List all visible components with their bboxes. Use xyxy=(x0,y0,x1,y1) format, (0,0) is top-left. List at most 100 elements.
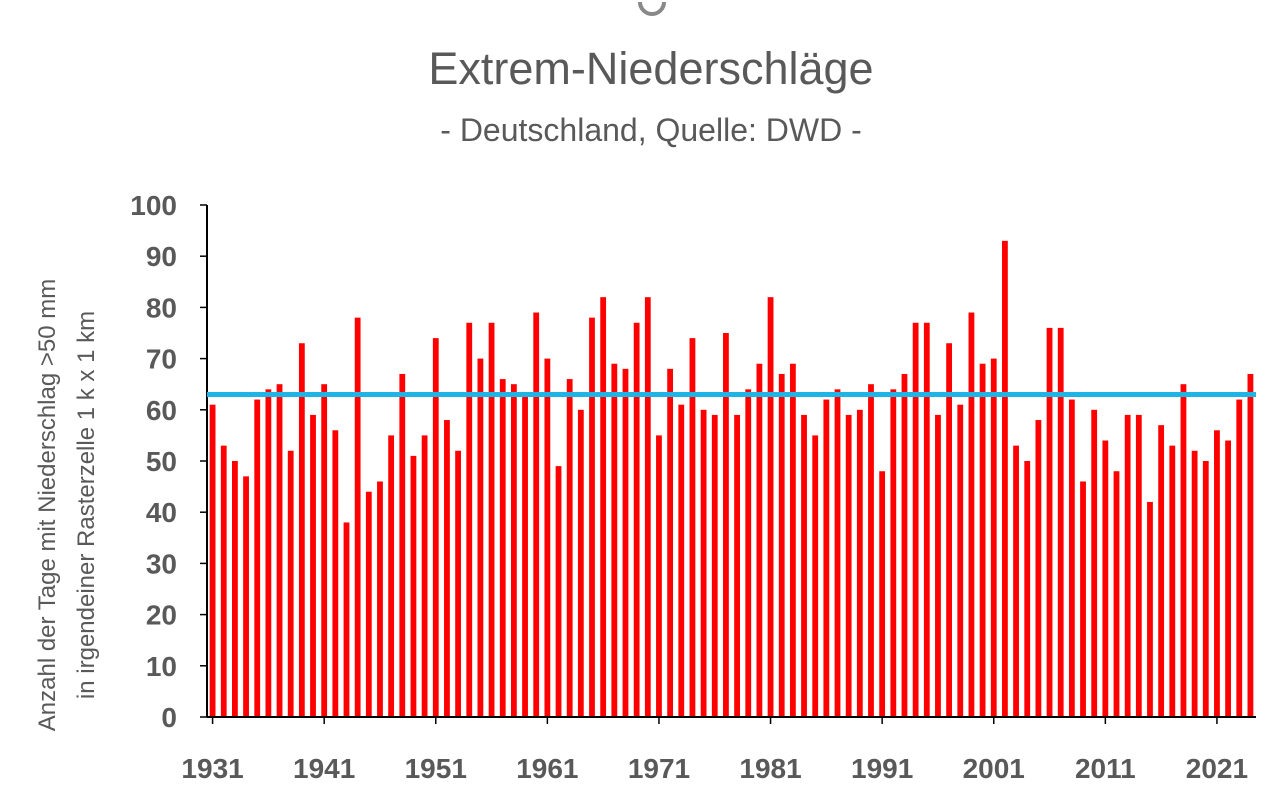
bar-2001 xyxy=(990,358,997,717)
bar-1965 xyxy=(589,317,595,717)
bar-2019 xyxy=(1191,450,1198,717)
bar-1932 xyxy=(220,445,227,717)
bar-1937 xyxy=(276,384,283,717)
bar-2004 xyxy=(1024,461,1031,717)
bar-1941 xyxy=(321,384,328,717)
bar-1974 xyxy=(689,338,696,717)
bar-2014 xyxy=(1135,414,1142,717)
bar-1935 xyxy=(254,399,261,717)
bar-1970 xyxy=(644,297,651,717)
bar-2008 xyxy=(1068,399,1075,717)
y-tick-label: 10 xyxy=(146,651,177,682)
bar-1942 xyxy=(332,430,339,717)
y-tick-label: 90 xyxy=(146,241,177,272)
bar-2017 xyxy=(1169,445,1176,717)
bar-1933 xyxy=(232,461,238,717)
bar-1983 xyxy=(789,363,796,717)
x-tick-label: 1941 xyxy=(293,753,355,784)
bar-1938 xyxy=(287,450,294,717)
x-tick-label: 2011 xyxy=(1075,753,1136,784)
bar-1996 xyxy=(935,414,941,717)
bar-1980 xyxy=(756,363,763,717)
bar-1993 xyxy=(901,373,908,717)
bar-1961 xyxy=(544,358,551,717)
bar-1992 xyxy=(890,389,897,717)
x-axis-ticks: 1931 1941 1951 1961 1971 1981 1991 2001 2011 2021 xyxy=(181,717,1248,784)
y-axis-label: Anzahl der Tage mit Niederschlag >50 mm … xyxy=(34,279,100,731)
bar-2010 xyxy=(1091,409,1098,717)
bar-1947 xyxy=(388,435,395,717)
bar-2007 xyxy=(1057,327,1064,717)
bar-1998 xyxy=(957,404,964,717)
bar-1940 xyxy=(310,414,316,717)
bar-2018 xyxy=(1180,384,1187,717)
bar-2022 xyxy=(1225,440,1231,717)
bar-1957 xyxy=(499,379,506,717)
x-tick-label: 2021 xyxy=(1186,753,1248,784)
y-tick-label: 50 xyxy=(146,446,177,477)
bar-1973 xyxy=(678,404,685,717)
x-tick-label: 1951 xyxy=(405,753,467,784)
y-tick-label: 20 xyxy=(146,600,177,631)
bar-1954 xyxy=(466,322,473,717)
y-axis-ticks: 0 10 20 30 40 50 60 70 80 90 100 xyxy=(130,190,207,733)
bar-2023 xyxy=(1236,399,1243,717)
x-tick-label: 1961 xyxy=(516,753,578,784)
y-tick-label: 70 xyxy=(146,344,177,375)
bar-2015 xyxy=(1147,501,1153,717)
bar-2002 xyxy=(1002,240,1008,717)
bar-1986 xyxy=(823,399,830,717)
bar-1969 xyxy=(633,322,640,717)
bar-1985 xyxy=(812,435,819,717)
bar-1953 xyxy=(455,450,461,717)
bar-1948 xyxy=(399,373,406,717)
bar-1955 xyxy=(477,358,484,717)
bar-1971 xyxy=(656,435,662,717)
chart-subtitle: - Deutschland, Quelle: DWD - xyxy=(440,112,861,148)
bar-1959 xyxy=(522,394,528,717)
bar-1966 xyxy=(600,297,607,717)
bar-1951 xyxy=(432,338,439,717)
bar-1984 xyxy=(801,414,807,717)
chart-title: Extrem-Niederschläge xyxy=(428,43,873,94)
bar-1952 xyxy=(444,420,450,717)
bar-2005 xyxy=(1035,420,1042,717)
bar-1987 xyxy=(834,389,841,717)
y-tick-label: 0 xyxy=(161,702,177,733)
y-axis-label-line-1: Anzahl der Tage mit Niederschlag >50 mm xyxy=(34,279,61,731)
bar-1967 xyxy=(611,363,618,717)
bar-2000 xyxy=(979,363,986,717)
bar-1977 xyxy=(723,333,729,717)
bar-1934 xyxy=(243,476,249,717)
bar-2020 xyxy=(1202,461,1209,717)
y-tick-label: 60 xyxy=(146,395,177,426)
bar-2016 xyxy=(1158,425,1165,717)
bar-1936 xyxy=(265,389,272,717)
y-tick-label: 100 xyxy=(130,190,177,221)
bar-1960 xyxy=(533,312,540,717)
bar-1962 xyxy=(555,466,562,717)
y-tick-label: 40 xyxy=(146,497,177,528)
bar-1958 xyxy=(510,384,517,717)
x-tick-label: 1981 xyxy=(739,753,801,784)
x-tick-label: 1991 xyxy=(851,753,913,784)
bar-1990 xyxy=(868,384,874,717)
x-tick-label: 1971 xyxy=(628,753,690,784)
bar-2003 xyxy=(1013,445,1019,717)
bar-1949 xyxy=(410,455,417,717)
bar-1995 xyxy=(923,322,930,717)
bar-1968 xyxy=(622,368,629,717)
bars xyxy=(209,240,1254,717)
x-tick-label: 1931 xyxy=(181,753,243,784)
bar-2021 xyxy=(1214,430,1220,717)
bar-1946 xyxy=(377,481,383,717)
bar-1979 xyxy=(745,389,752,717)
bar-2012 xyxy=(1113,471,1120,717)
bar-2011 xyxy=(1102,440,1109,717)
x-tick-label: 2001 xyxy=(963,753,1025,784)
bar-1989 xyxy=(856,409,863,717)
y-axis-label-line-2: in irgendeiner Rasterzelle 1 k x 1 km xyxy=(73,311,100,699)
bar-1972 xyxy=(667,368,674,717)
bar-2024 xyxy=(1247,373,1254,717)
